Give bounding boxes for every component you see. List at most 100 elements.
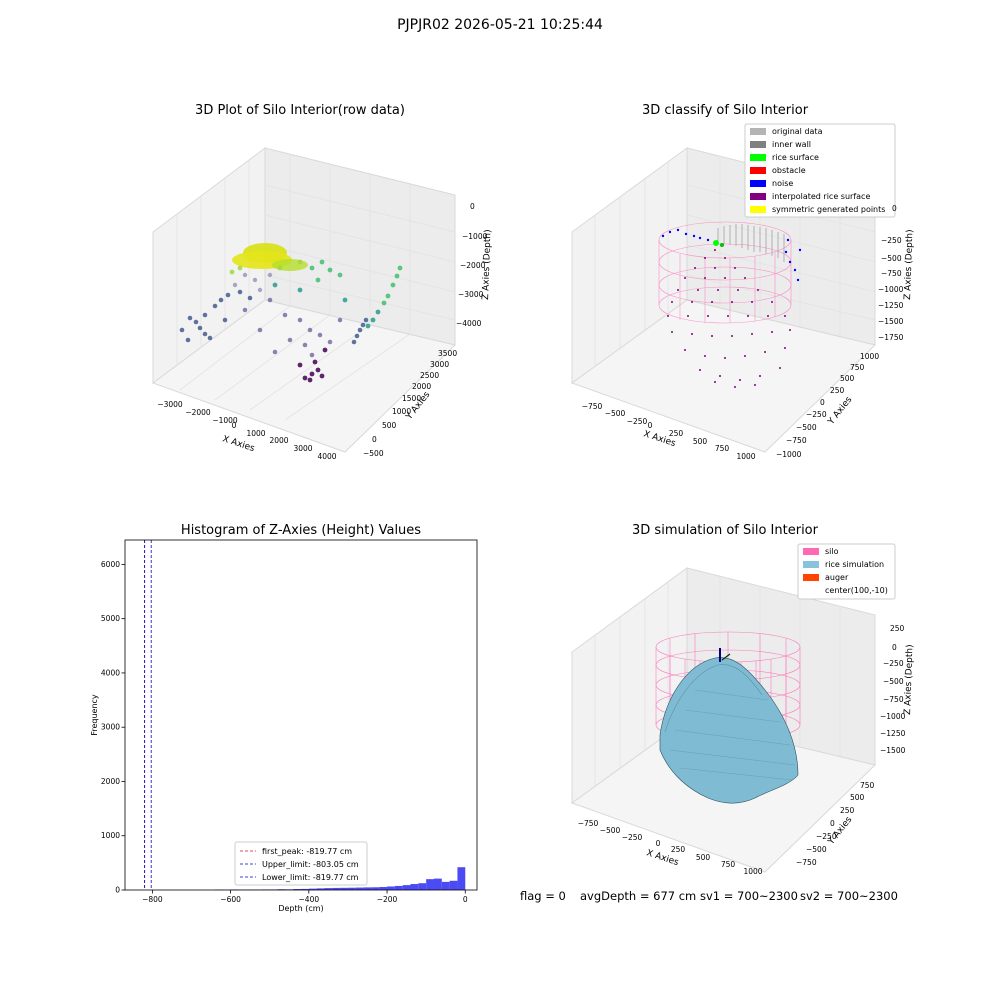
histogram-bar [402, 885, 411, 890]
histogram-x-tick-label: −800 [142, 895, 163, 904]
plot4-legend-center: center(100,-10) [825, 586, 888, 595]
plot1-ztick: −1000 [462, 232, 488, 241]
plot2-ylabel: Y Axies [826, 395, 855, 428]
plot2-ytick: −500 [796, 423, 817, 432]
histogram-y-tick-label: 4000 [101, 668, 120, 677]
histogram-bar [426, 879, 434, 890]
plot1-xtick: 1000 [246, 429, 265, 438]
plot4-xtick: 500 [696, 853, 711, 862]
plot1-ytick: 1000 [392, 407, 411, 416]
plot2-ztick: −1000 [878, 285, 904, 294]
plot2-ztick: −250 [881, 236, 902, 245]
plot1-ztick: 0 [470, 202, 475, 211]
histogram-bar [347, 887, 356, 890]
plot4-ytick: −500 [806, 845, 827, 854]
plot2-ztick: 0 [892, 204, 897, 213]
histogram-bar [293, 889, 301, 890]
plot1-xtick: 0 [232, 421, 237, 430]
plot2-ytick: 1000 [860, 352, 879, 361]
plot2-ztick: −750 [881, 269, 902, 278]
plot4-ytick: 750 [860, 781, 875, 790]
legend-lower-limit: Lower_limit: -819.77 cm [262, 873, 359, 882]
plot2-rice-surface-dots [667, 249, 791, 388]
plot4-ztick: −750 [883, 695, 904, 704]
plot2-xtick: 1000 [736, 452, 755, 461]
plot1-xtick: −1000 [212, 416, 238, 425]
plot1-ytick: 2000 [412, 382, 431, 391]
plot1-ytick: 1500 [402, 394, 421, 403]
plot4-ztick: −250 [883, 659, 904, 668]
plot2-noise [661, 228, 802, 282]
histogram-legend: first_peak: -819.77 cm Upper_limit: -803… [234, 841, 368, 886]
histogram-bar [301, 888, 309, 890]
plot2-inner-wall [717, 224, 785, 262]
plot1-ztick: −2000 [460, 261, 486, 270]
plot1-ytick: −500 [363, 449, 384, 458]
histogram-bar [332, 887, 341, 890]
plot2-legend-original: original data [772, 127, 823, 136]
plot2-ytick: −750 [786, 436, 807, 445]
histogram-bar [308, 888, 317, 890]
histogram-y-tick-label: 2000 [101, 777, 120, 786]
plot2-rice-surface [713, 240, 719, 246]
plot1-xtick: −2000 [185, 408, 211, 417]
plot2-legend: original data inner wall rice surface ob… [744, 123, 896, 218]
plot4-ztick: 250 [890, 624, 905, 633]
footer-flag: flag = 0 [520, 889, 566, 903]
plot2-title: 3D classify of Silo Interior [641, 103, 809, 118]
plot2-legend-swatch-symmetric [750, 206, 766, 213]
plot4-tick-labels: −750 −500 −250 0 250 500 750 1000 −750 −… [578, 624, 906, 876]
plot2-tick-labels: −750 −500 −250 0 250 500 750 1000 −1000 … [582, 204, 904, 461]
histogram-bar [340, 887, 348, 890]
histogram-bar [316, 888, 325, 890]
plot2-legend-symmetric: symmetric generated points [772, 205, 885, 214]
plot4-legend-rice: rice simulation [825, 560, 884, 569]
histogram-vlines [144, 540, 152, 890]
plot1-ytick: 3500 [438, 349, 457, 358]
plot1-ztick: −4000 [456, 319, 482, 328]
plot4-title: 3D simulation of Silo Interior [632, 523, 818, 538]
histogram-y-tick-label: 1000 [101, 831, 120, 840]
plot1-3d-scatter: −3000 −2000 −1000 0 1000 2000 3000 4000 … [151, 147, 493, 461]
plot4-legend: silo rice simulation auger center(100,-1… [797, 543, 896, 600]
plot1-xtick: 4000 [317, 452, 336, 461]
histogram-x-tick-label: 0 [463, 895, 468, 904]
histogram-ylabel: Frequency [90, 694, 99, 736]
plot1-points [179, 243, 403, 383]
plot4-ytick: −250 [816, 832, 837, 841]
histogram-bar [363, 887, 372, 890]
plot4-ytick: −750 [796, 858, 817, 867]
legend-upper-limit: Upper_limit: -803.05 cm [262, 860, 359, 869]
histogram-y-tick-label: 5000 [101, 614, 120, 623]
histogram-bar [418, 883, 427, 890]
histogram-bar [355, 887, 364, 890]
plot1-ytick: 2500 [420, 371, 439, 380]
plot2-xtick: −250 [627, 417, 648, 426]
plot2-legend-swatch-noise [750, 180, 766, 187]
plot4-ztick: −1500 [880, 746, 906, 755]
plot2-zlabel: Z Axies (Depth) [903, 229, 915, 300]
plot1-xtick: 2000 [269, 436, 288, 445]
plot4-ytick: 0 [830, 819, 835, 828]
plot2-xtick: 500 [693, 437, 708, 446]
plot4-legend-swatch-rice [803, 561, 819, 568]
plot4-xtick: −750 [578, 819, 599, 828]
plot1-ytick: 0 [372, 435, 377, 444]
plot2-legend-swatch-inner-wall [750, 141, 766, 148]
histogram-bar [387, 886, 395, 890]
plot2-ytick: −250 [806, 410, 827, 419]
plot2-legend-noise: noise [772, 179, 793, 188]
plot4-ytick: 250 [840, 806, 855, 815]
plot4-ztick: −1000 [880, 712, 906, 721]
plot4-xtick: 250 [671, 845, 686, 854]
histogram-y-tick-label: 0 [115, 886, 120, 895]
plot4-xtick: 1000 [743, 867, 762, 876]
plot2-ytick: 250 [830, 386, 845, 395]
plot1-xtick: −3000 [157, 400, 183, 409]
plot2-xtick: 750 [715, 444, 730, 453]
plot1-tick-labels: −3000 −2000 −1000 0 1000 2000 3000 4000 … [157, 202, 487, 461]
plot2-legend-inner-wall: inner wall [772, 140, 811, 149]
plot4-xtick: −500 [600, 826, 621, 835]
plot2-ztick: −1500 [878, 317, 904, 326]
plot2-xtick: 0 [648, 421, 653, 430]
